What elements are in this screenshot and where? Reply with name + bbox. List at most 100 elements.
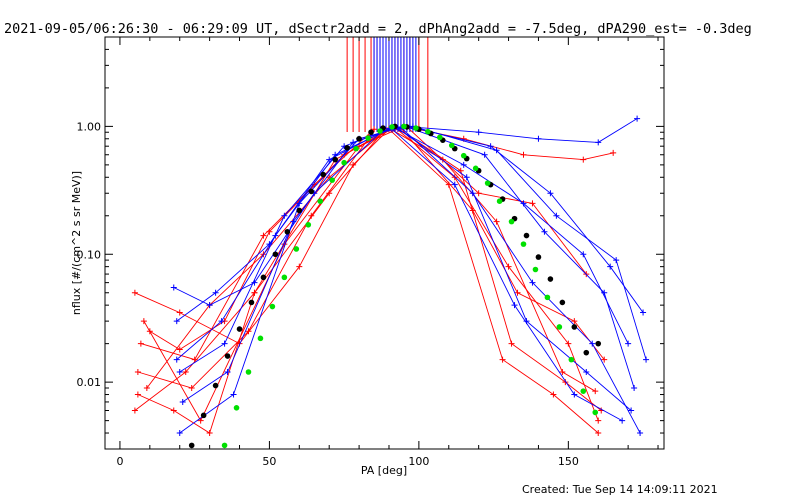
blue-cross-marker	[170, 284, 177, 291]
blue-series-line	[394, 127, 629, 344]
red-cross-marker	[514, 289, 521, 296]
blue-cross-marker	[583, 369, 590, 376]
red-series-line	[134, 127, 396, 411]
green-fit-dot	[544, 294, 551, 301]
red-cross-marker	[131, 289, 138, 296]
plot-frame	[104, 36, 665, 450]
black-fit-dot	[308, 188, 315, 195]
x-tick-label: 50	[262, 455, 276, 468]
blue-cross-marker	[580, 251, 587, 258]
red-cross-marker	[562, 379, 569, 386]
y-tick-label: 1.00	[77, 120, 102, 133]
black-fit-dot	[535, 254, 542, 260]
x-axis-label: PA [deg]	[361, 464, 407, 477]
red-cross-marker	[143, 384, 150, 391]
black-fit-dot	[248, 299, 255, 306]
blue-cross-marker	[601, 289, 608, 296]
red-series-line	[391, 129, 596, 392]
red-cross-marker	[499, 356, 506, 363]
green-fit-dot	[269, 303, 276, 310]
green-fit-dot	[377, 128, 383, 134]
red-series-line	[149, 128, 390, 351]
green-fit-dot	[508, 218, 515, 225]
black-fit-dot	[236, 326, 243, 332]
y-axis-ticks: 0.01 0.10 1.00	[77, 36, 664, 450]
black-fit-dot	[523, 232, 530, 239]
blue-cross-marker	[625, 340, 632, 347]
red-cross-marker	[266, 228, 273, 235]
blue-cross-marker	[643, 356, 650, 363]
red-cross-marker	[170, 407, 177, 414]
red-cross-marker	[529, 200, 536, 207]
green-fit-dot	[448, 142, 455, 149]
red-cross-marker	[140, 318, 147, 325]
green-fit-dot	[281, 274, 288, 281]
green-fit-dot	[341, 159, 347, 166]
blue-cross-marker	[290, 218, 297, 225]
green-fit-dot	[293, 246, 300, 252]
y-axis-label: nflux [#/(cm^2 s sr MeV)]	[70, 171, 83, 315]
blue-cross-marker	[218, 318, 225, 325]
green-fit-dot	[245, 369, 252, 375]
red-cross-marker	[134, 391, 141, 398]
red-cross-marker	[595, 417, 602, 424]
green-fit-dot	[580, 388, 587, 394]
green-fit-dot	[365, 135, 371, 141]
green-fit-dot	[472, 165, 479, 172]
green-fit-dot	[437, 134, 443, 141]
red-cross-marker	[146, 328, 153, 335]
red-cross-marker	[595, 430, 602, 437]
red-cross-marker	[134, 369, 141, 376]
black-fit-dot	[344, 145, 350, 151]
plot-dots	[188, 123, 602, 449]
black-fit-dot	[547, 276, 554, 282]
red-cross-marker	[520, 151, 527, 158]
blue-cross-marker	[628, 407, 635, 414]
black-fit-dot	[356, 135, 362, 142]
green-fit-dot	[305, 221, 312, 228]
blue-cross-marker	[272, 232, 279, 239]
created-timestamp: Created: Tue Sep 14 14:09:11 2021	[522, 483, 718, 496]
red-cross-marker	[245, 328, 252, 335]
black-fit-dot	[272, 251, 279, 258]
red-cross-marker	[601, 356, 608, 363]
blue-cross-marker	[607, 263, 614, 270]
x-axis-ticks: 0 50 100 150	[116, 37, 659, 468]
x-tick-label: 100	[408, 455, 429, 468]
red-cross-marker	[559, 369, 566, 376]
red-cross-marker	[550, 391, 557, 398]
red-cross-marker	[508, 340, 515, 347]
red-cross-marker	[260, 232, 267, 239]
red-cross-marker	[188, 384, 195, 391]
blue-cross-marker	[173, 356, 180, 363]
black-fit-dot	[284, 228, 291, 235]
red-cross-marker	[197, 417, 204, 424]
chart-title: 2021-09-05/06:26:30 - 06:29:09 UT, dSect…	[4, 21, 752, 37]
green-fit-dot	[389, 124, 395, 130]
blue-cross-marker	[481, 151, 488, 158]
x-tick-label: 150	[558, 455, 579, 468]
black-fit-dot	[224, 353, 231, 359]
red-cross-marker	[493, 218, 500, 225]
red-cross-marker	[610, 149, 617, 156]
green-fit-dot	[520, 241, 527, 247]
red-cross-marker	[505, 263, 512, 270]
red-cross-marker	[439, 156, 446, 163]
blue-cross-marker	[547, 190, 554, 197]
blue-series-line	[182, 126, 399, 403]
blue-cross-marker	[595, 139, 602, 146]
black-fit-dot	[260, 274, 267, 281]
red-cross-marker	[350, 161, 357, 168]
black-fit-dot	[368, 129, 374, 136]
red-cross-marker	[176, 346, 183, 353]
blue-cross-marker	[511, 302, 518, 309]
red-cross-marker	[475, 190, 482, 197]
x-tick-label: 0	[116, 455, 123, 468]
blue-series-line	[179, 127, 396, 373]
green-fit-dot	[233, 404, 240, 411]
plot-lines	[131, 37, 650, 437]
blue-cross-marker	[332, 151, 339, 158]
y-tick-label: 0.10	[77, 248, 102, 261]
blue-cross-marker	[281, 212, 288, 219]
